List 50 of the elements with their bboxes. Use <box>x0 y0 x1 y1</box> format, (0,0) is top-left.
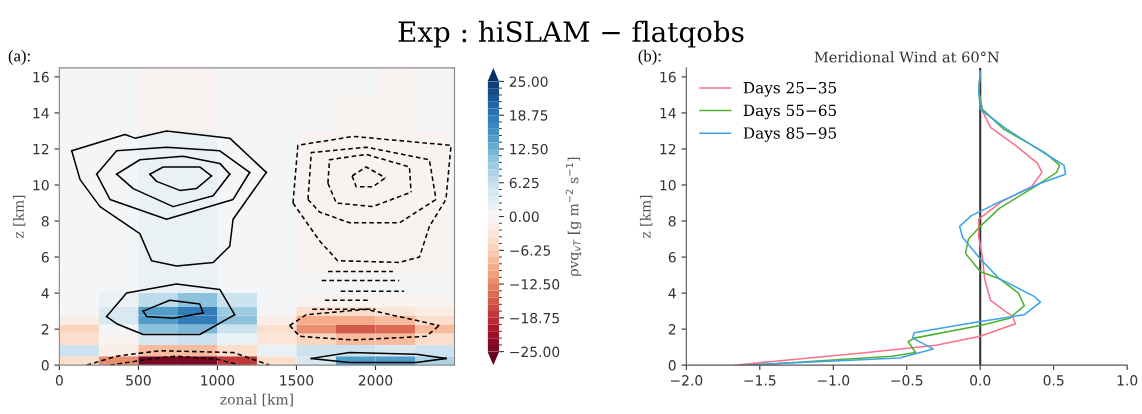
y-tick-label: 6 <box>41 252 49 263</box>
text: Exp : hiSLAM − flatqobs <box>398 20 744 48</box>
y-tick-label: 0 <box>668 360 676 371</box>
y-tick-label: 14 <box>660 108 676 119</box>
color-bar-label: −25.00 <box>510 346 560 358</box>
color-bar-label: 12.50 <box>510 143 548 155</box>
y-tick-label: 12 <box>33 143 49 155</box>
y-tick-label: 8 <box>668 215 676 227</box>
x-tick-label: 1.0 <box>1117 375 1138 386</box>
y-tick-label: 16 <box>660 71 676 83</box>
y-tick-label: 16 <box>33 71 49 83</box>
legend-label: Days 25−35 <box>743 81 837 97</box>
y-axis-title: z [km] <box>12 195 26 239</box>
x-tick-label: −0.5 <box>891 375 923 386</box>
y-tick-label: 6 <box>668 252 676 263</box>
x-tick-label: −1.0 <box>817 375 850 386</box>
y-axis-title: z [km] <box>639 195 653 239</box>
y-tick-label: 14 <box>33 108 49 119</box>
x-tick-label: 0 <box>55 375 63 386</box>
y-tick-label: 2 <box>41 324 49 335</box>
x-tick-label: 0.5 <box>1043 375 1064 386</box>
color-bar-label: 6.25 <box>509 177 539 189</box>
chart-title: Meridional Wind at 60°N <box>814 51 1000 63</box>
y-tick-label: 4 <box>668 288 676 299</box>
x-axis-title: zonal [km] <box>220 393 293 407</box>
color-bar-label: 18.75 <box>510 110 548 121</box>
y-tick-label: 10 <box>33 179 49 191</box>
x-tick-label: 500 <box>126 375 151 386</box>
legend-label: Days 55−65 <box>743 104 837 120</box>
y-tick-label: 8 <box>41 215 49 227</box>
color-bar-label: −6.25 <box>510 245 551 256</box>
x-tick-label: 1500 <box>280 375 314 386</box>
y-tick-label: 4 <box>41 288 49 299</box>
x-tick-label: 0.0 <box>970 375 991 386</box>
y-tick-label: 0 <box>41 360 49 371</box>
x-tick-label: −2.0 <box>670 375 703 386</box>
color-bar-label: 25.00 <box>509 76 548 87</box>
text: (a): <box>8 49 30 65</box>
y-tick-label: 12 <box>660 143 676 155</box>
x-tick-label: 1000 <box>201 375 235 386</box>
legend-label: Days 85−95 <box>743 127 837 142</box>
y-tick-label: 10 <box>660 179 676 191</box>
color-bar-label: −18.75 <box>510 312 559 324</box>
color-bar-label: −12.50 <box>510 279 560 290</box>
x-tick-label: 2000 <box>358 375 393 386</box>
x-tick-label: −1.5 <box>744 375 776 386</box>
text: (b): <box>638 49 661 65</box>
y-tick-label: 2 <box>668 324 676 335</box>
color-bar-label: 0.00 <box>509 211 539 222</box>
color-bar-title: ρvq$_{vT}$ [g m$^{−2}$ s$^{−1}$] <box>565 157 582 276</box>
